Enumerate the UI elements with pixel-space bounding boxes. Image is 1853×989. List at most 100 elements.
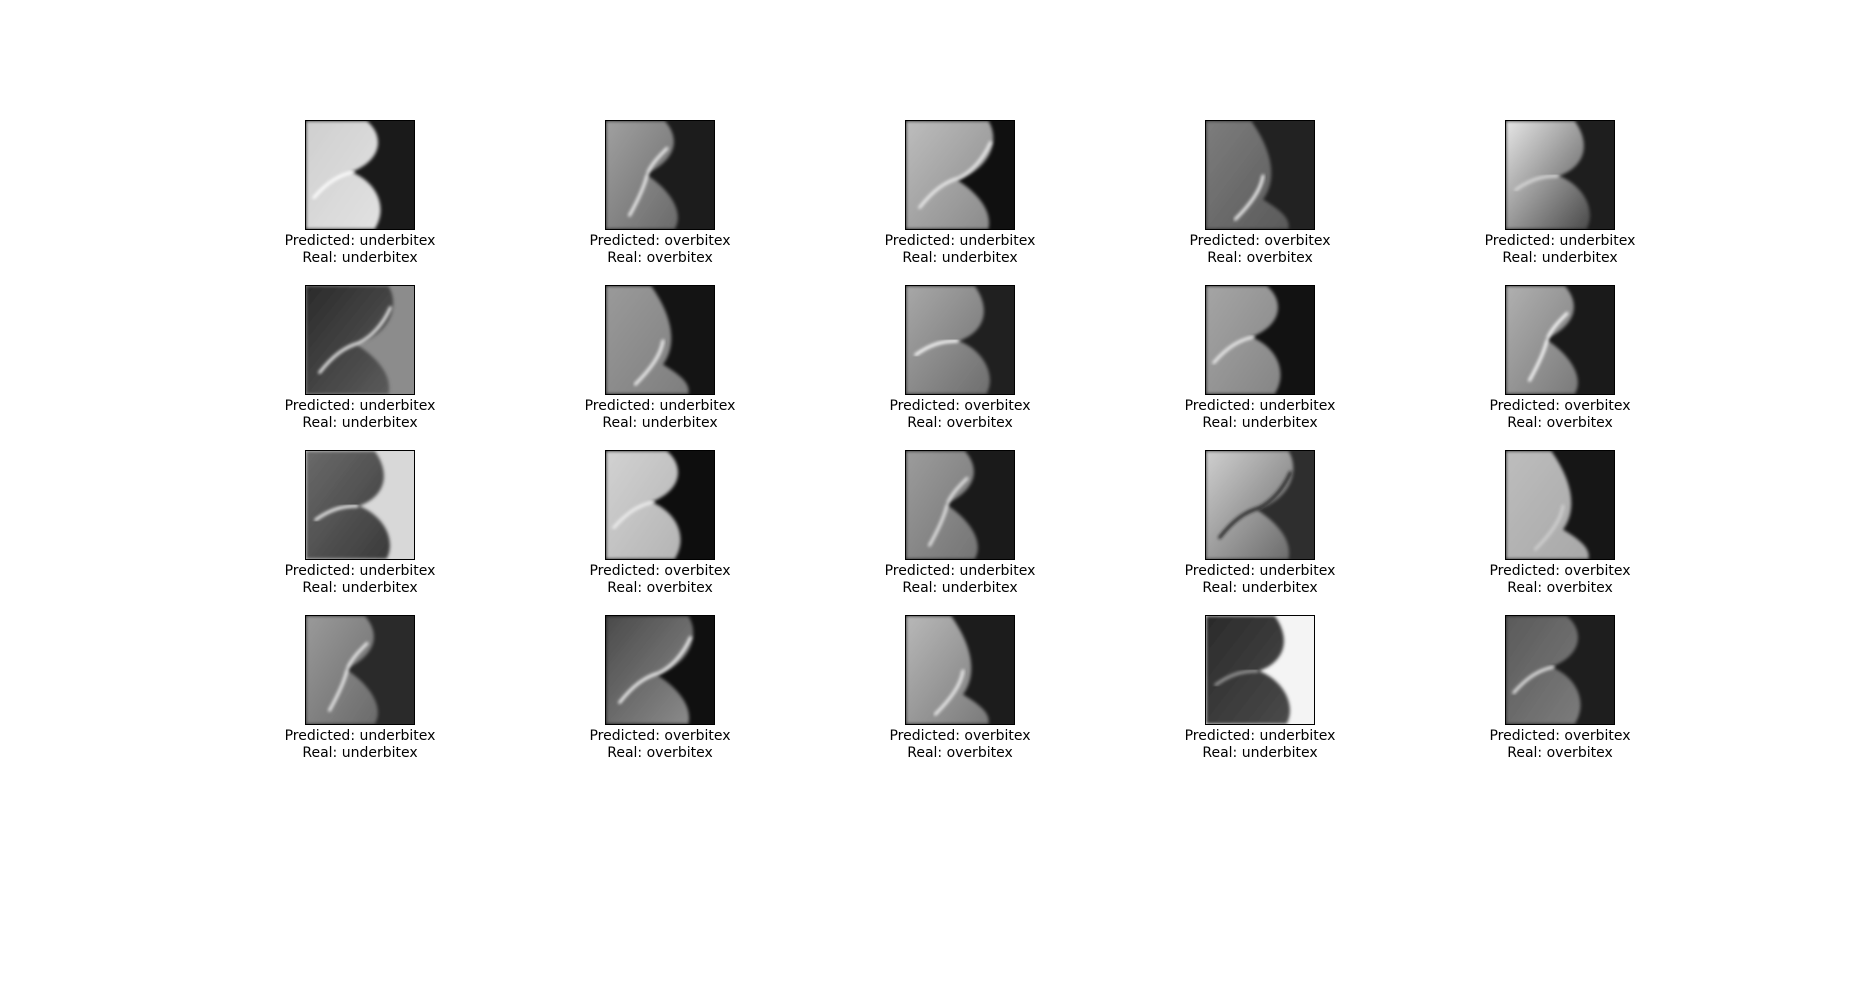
lip-profile-image [1205,615,1315,725]
lip-profile-image [605,450,715,560]
sample-caption: Predicted: overbitex Real: overbitex [830,398,1090,431]
sample-caption: Predicted: underbitex Real: underbitex [530,398,790,431]
predicted-label: Predicted: overbitex [1189,233,1331,249]
sample-caption: Predicted: overbitex Real: overbitex [830,728,1090,761]
real-label: Real: underbitex [302,414,418,431]
sample-cell: Predicted: underbitex Real: underbitex [230,450,490,600]
predicted-label: Predicted: underbitex [884,563,1036,579]
sample-caption: Predicted: underbitex Real: underbitex [1130,728,1390,761]
real-label: Real: overbitex [907,414,1013,431]
sample-caption: Predicted: underbitex Real: underbitex [230,398,490,431]
predicted-label: Predicted: underbitex [1184,728,1336,744]
predicted-label: Predicted: underbitex [1184,563,1336,579]
real-label: Real: underbitex [1202,579,1318,596]
lip-profile-image [1205,285,1315,395]
sample-cell: Predicted: underbitex Real: underbitex [830,450,1090,600]
sample-caption: Predicted: underbitex Real: underbitex [230,728,490,761]
sample-caption: Predicted: underbitex Real: underbitex [1430,233,1690,266]
sample-cell: Predicted: underbitex Real: underbitex [1130,285,1390,435]
sample-cell: Predicted: underbitex Real: underbitex [1430,120,1690,270]
lip-profile-image [305,285,415,395]
sample-caption: Predicted: overbitex Real: overbitex [1430,563,1690,596]
sample-cell: Predicted: underbitex Real: underbitex [530,285,790,435]
sample-caption: Predicted: underbitex Real: underbitex [830,233,1090,266]
real-label: Real: underbitex [1502,249,1618,266]
lip-profile-image [305,120,415,230]
predicted-label: Predicted: overbitex [889,728,1031,744]
real-label: Real: overbitex [607,249,713,266]
predicted-label: Predicted: underbitex [1484,233,1636,249]
predicted-label: Predicted: underbitex [284,398,436,414]
predicted-label: Predicted: underbitex [884,233,1036,249]
lip-profile-image [605,285,715,395]
real-label: Real: overbitex [1507,744,1613,761]
sample-cell: Predicted: underbitex Real: underbitex [830,120,1090,270]
lip-profile-image [1205,450,1315,560]
sample-caption: Predicted: overbitex Real: overbitex [530,233,790,266]
predicted-label: Predicted: overbitex [589,233,731,249]
real-label: Real: underbitex [1202,744,1318,761]
real-label: Real: underbitex [902,579,1018,596]
sample-cell: Predicted: overbitex Real: overbitex [1130,120,1390,270]
lip-profile-image [1505,120,1615,230]
sample-caption: Predicted: underbitex Real: underbitex [1130,398,1390,431]
predicted-label: Predicted: overbitex [1489,398,1631,414]
lip-profile-image [905,615,1015,725]
real-label: Real: underbitex [302,744,418,761]
sample-cell: Predicted: overbitex Real: overbitex [530,615,790,765]
real-label: Real: overbitex [607,579,713,596]
predicted-label: Predicted: overbitex [889,398,1031,414]
predicted-label: Predicted: underbitex [284,728,436,744]
sample-caption: Predicted: underbitex Real: underbitex [1130,563,1390,596]
real-label: Real: overbitex [1207,249,1313,266]
sample-cell: Predicted: overbitex Real: overbitex [1430,615,1690,765]
predicted-label: Predicted: overbitex [589,728,731,744]
predicted-label: Predicted: underbitex [584,398,736,414]
predicted-label: Predicted: underbitex [1184,398,1336,414]
real-label: Real: underbitex [302,579,418,596]
real-label: Real: overbitex [607,744,713,761]
real-label: Real: overbitex [907,744,1013,761]
lip-profile-image [905,285,1015,395]
sample-caption: Predicted: overbitex Real: overbitex [530,563,790,596]
predicted-label: Predicted: underbitex [284,233,436,249]
predicted-label: Predicted: overbitex [1489,728,1631,744]
sample-caption: Predicted: overbitex Real: overbitex [1430,728,1690,761]
lip-profile-image [905,450,1015,560]
sample-caption: Predicted: overbitex Real: overbitex [1430,398,1690,431]
sample-cell: Predicted: overbitex Real: overbitex [530,450,790,600]
sample-cell: Predicted: underbitex Real: underbitex [230,285,490,435]
lip-profile-image [305,450,415,560]
sample-cell: Predicted: overbitex Real: overbitex [1430,450,1690,600]
real-label: Real: underbitex [302,249,418,266]
sample-cell: Predicted: underbitex Real: underbitex [1130,615,1390,765]
predicted-label: Predicted: overbitex [589,563,731,579]
sample-caption: Predicted: underbitex Real: underbitex [230,563,490,596]
lip-profile-image [905,120,1015,230]
sample-cell: Predicted: underbitex Real: underbitex [230,615,490,765]
real-label: Real: overbitex [1507,579,1613,596]
sample-caption: Predicted: underbitex Real: underbitex [230,233,490,266]
real-label: Real: overbitex [1507,414,1613,431]
lip-profile-image [1505,450,1615,560]
sample-cell: Predicted: underbitex Real: underbitex [1130,450,1390,600]
sample-cell: Predicted: underbitex Real: underbitex [230,120,490,270]
real-label: Real: underbitex [902,249,1018,266]
lip-profile-image [605,120,715,230]
lip-profile-image [605,615,715,725]
lip-profile-image [1505,615,1615,725]
lip-profile-image [1505,285,1615,395]
sample-cell: Predicted: overbitex Real: overbitex [1430,285,1690,435]
lip-profile-image [305,615,415,725]
sample-caption: Predicted: underbitex Real: underbitex [830,563,1090,596]
sample-cell: Predicted: overbitex Real: overbitex [830,285,1090,435]
predicted-label: Predicted: overbitex [1489,563,1631,579]
sample-cell: Predicted: overbitex Real: overbitex [530,120,790,270]
sample-caption: Predicted: overbitex Real: overbitex [530,728,790,761]
sample-cell: Predicted: overbitex Real: overbitex [830,615,1090,765]
real-label: Real: underbitex [602,414,718,431]
predicted-label: Predicted: underbitex [284,563,436,579]
sample-caption: Predicted: overbitex Real: overbitex [1130,233,1390,266]
lip-profile-image [1205,120,1315,230]
